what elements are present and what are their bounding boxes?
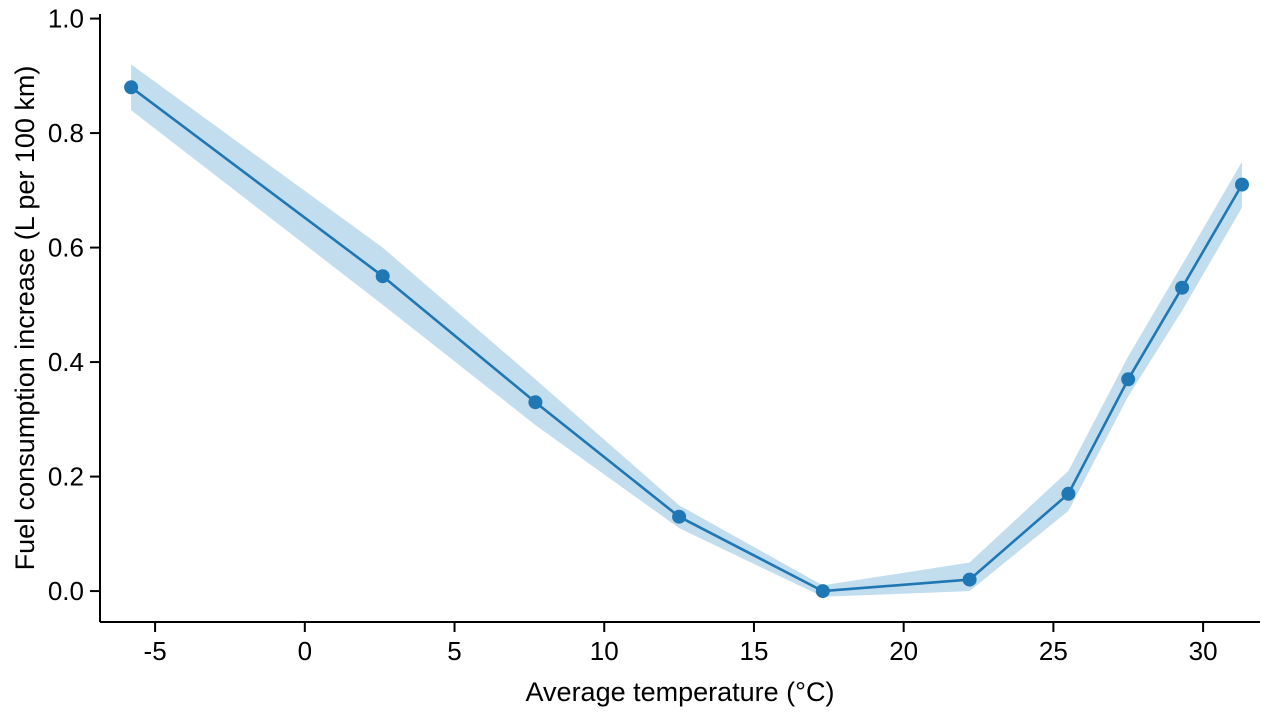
x-axis-tick-label: 25 [1039, 636, 1068, 666]
axes-layer [99, 14, 1260, 623]
ticks-layer: -5 0 5 10 15 20 25 30 0.0 0.2 0.4 0.6 0.8 1.0 [48, 4, 1218, 666]
series-line [129, 86, 1244, 593]
x-axis-tick-label: 10 [590, 636, 619, 666]
y-axis-label: Fuel consumption increase (L per 100 km) [10, 66, 40, 571]
data-point-marker [375, 269, 390, 284]
data-point-marker [1121, 372, 1136, 387]
series-layer [124, 80, 1249, 599]
confidence-band [131, 64, 1243, 597]
y-axis-tick-label: 0.2 [48, 462, 84, 492]
data-point-marker [528, 395, 543, 410]
y-axis-tick-label: 0.8 [48, 118, 84, 148]
y-axis-tick-label: 0.6 [48, 233, 84, 263]
x-axis-tick-label: 15 [739, 636, 768, 666]
data-point-marker [815, 584, 830, 599]
y-axis-tick-label: 1.0 [48, 4, 84, 34]
y-axis-tick-label: 0.4 [48, 347, 84, 377]
data-point-marker [1061, 486, 1076, 501]
confidence-band-layer [131, 64, 1243, 597]
x-axis-tick-label: 20 [889, 636, 918, 666]
data-point-marker [1175, 280, 1190, 295]
data-point-marker [962, 572, 977, 587]
x-axis-label: Average temperature (°C) [526, 677, 835, 707]
y-axis-tick-label: 0.0 [48, 576, 84, 606]
data-point-marker [1235, 177, 1249, 192]
x-axis-tick-label: 30 [1189, 636, 1218, 666]
data-point-marker [124, 80, 139, 95]
x-axis-tick-label: 5 [447, 636, 461, 666]
data-point-marker [672, 509, 687, 524]
x-axis-tick-label: 0 [298, 636, 312, 666]
x-axis-tick-label: -5 [144, 636, 167, 666]
